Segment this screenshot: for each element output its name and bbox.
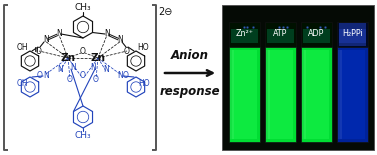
Bar [337, 22, 368, 47]
Text: N: N [57, 66, 63, 75]
Text: N: N [117, 71, 123, 80]
Text: Zn²⁺: Zn²⁺ [236, 29, 253, 38]
Text: O: O [67, 75, 73, 84]
Bar [222, 5, 374, 150]
Bar [267, 29, 294, 43]
Text: 2⊖: 2⊖ [158, 7, 172, 17]
Bar [268, 50, 293, 139]
Text: O: O [123, 71, 129, 80]
Bar [266, 50, 270, 139]
Bar [340, 50, 365, 139]
Text: O: O [36, 47, 42, 57]
Bar [229, 22, 260, 47]
Text: N: N [56, 29, 62, 38]
Text: OH: OH [17, 44, 29, 53]
Text: HO: HO [138, 78, 150, 88]
Bar [338, 50, 342, 139]
Text: CH₃: CH₃ [75, 131, 91, 140]
Text: N: N [117, 35, 123, 44]
Bar [339, 29, 366, 43]
Bar [229, 47, 260, 142]
Bar [265, 22, 296, 47]
Bar [231, 29, 258, 43]
Bar [339, 23, 366, 46]
Text: N: N [103, 66, 109, 75]
Bar [337, 47, 368, 142]
Text: Zn: Zn [90, 53, 106, 63]
Bar [301, 22, 332, 47]
Bar [303, 29, 330, 43]
Text: ADP: ADP [308, 29, 325, 38]
Text: N: N [104, 29, 110, 38]
Text: O: O [124, 47, 130, 57]
Text: N: N [70, 64, 76, 73]
Bar [232, 50, 257, 139]
Text: O: O [37, 71, 43, 80]
Text: CH₃: CH₃ [75, 3, 91, 12]
Bar [301, 47, 332, 142]
Text: N: N [90, 64, 96, 73]
Text: O: O [80, 47, 86, 57]
Text: N: N [43, 71, 49, 80]
Text: Anion: Anion [171, 49, 209, 62]
Text: response: response [160, 85, 220, 98]
Text: O: O [80, 71, 86, 80]
Bar [302, 50, 306, 139]
Bar [304, 50, 329, 139]
Text: H₂PPi: H₂PPi [342, 29, 363, 38]
Text: OH: OH [17, 78, 29, 88]
Text: O: O [93, 75, 99, 84]
Text: HO: HO [137, 44, 149, 53]
Text: N: N [43, 35, 49, 44]
Bar [230, 50, 234, 139]
Text: Zn: Zn [60, 53, 75, 63]
Bar [265, 47, 296, 142]
Text: ATP: ATP [273, 29, 288, 38]
